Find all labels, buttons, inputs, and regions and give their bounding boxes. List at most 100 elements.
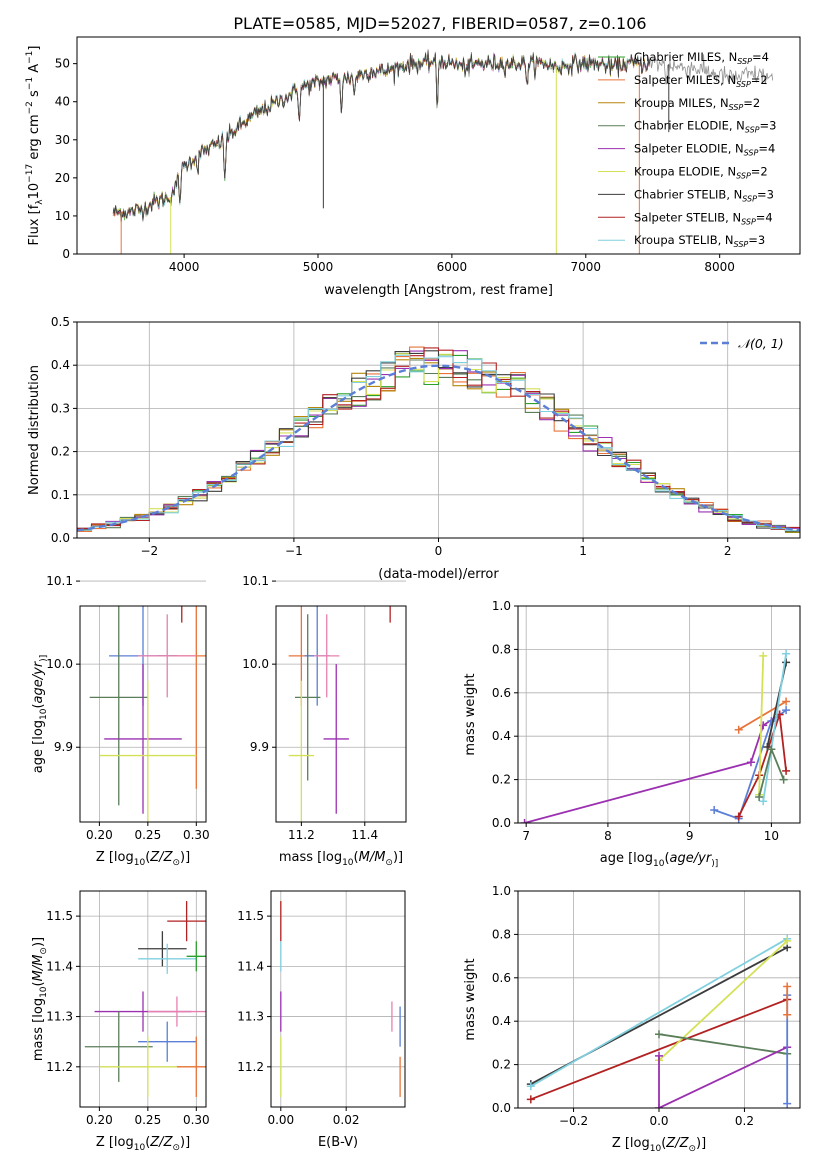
weight-marker [783,982,792,991]
y-tick-label: 9.9 [250,740,269,754]
legend-suffix: =2 [751,73,768,87]
plot-content [89,606,206,822]
x-axis-label-part: Z/Z [149,1135,173,1150]
x-axis-label-part: 10 [342,858,354,868]
y-tick-label: 0.0 [51,531,70,545]
plot-area [271,891,405,1107]
y-tick-label: 0.8 [492,927,511,941]
y-tick-label: 0.1 [51,488,70,502]
weight-marker [759,797,768,806]
x-axis-label-part: )] [180,850,190,865]
y-axis-label: Normed distribution [27,365,42,495]
x-axis-label: Z [log10(Z/Z⊙)] [96,850,190,868]
y-axis-label-part: 10 [39,708,49,720]
x-axis-label: age [log10(age/yr)] [600,851,718,869]
x-axis-label-part: 10 [134,858,146,868]
x-tick-label: −0.2 [559,1114,588,1128]
legend-sub: SSP [729,103,744,112]
x-tick-label: 0.20 [86,828,113,842]
x-axis-label-part: 10 [653,859,665,869]
y-axis-label-part: )] [39,655,49,662]
x-axis-label-part: mass [log [279,850,342,865]
legend-entry: 𝒩(0, 1) [738,336,784,351]
x-tick-label: 0.30 [183,1113,210,1127]
legend-sub: SSP [741,217,756,226]
y-tick-label: 11.3 [46,1010,73,1024]
legend-entry: Kroupa STELIB, NSSP=3 [634,233,765,249]
weight-marker [526,1082,535,1091]
x-axis-label-part: ( [354,850,359,865]
x-axis-label-part: ⊙ [688,1144,696,1154]
x-axis-label-part: ⊙ [172,858,180,868]
y-tick-label: 0.2 [51,445,70,459]
weight-marker [520,819,529,823]
weight-series-line [530,937,788,1088]
x-tick-label: 0.30 [183,828,210,842]
y-tick-label: 30 [55,133,70,147]
y-tick-label: 40 [55,95,70,109]
x-tick-label: 0.02 [333,1113,360,1127]
x-axis-label-part: ( [664,851,669,866]
y-axis-label-part: ] [27,46,42,51]
weight-marker [779,775,788,784]
weight-marker [783,936,792,945]
legend-name: Salpeter MILES, N [634,73,736,87]
x-axis-label-part: ⊙ [172,1143,180,1153]
x-tick-label: 0.25 [134,828,161,842]
x-axis-label-part: Z [log [612,1136,650,1151]
weight-series-line [658,940,788,1061]
weight-marker [759,651,768,660]
weight-marker [782,766,791,775]
x-tick-label: −2 [140,544,158,558]
x-axis-label-part: ( [145,850,150,865]
legend-sub: SSP [736,172,751,181]
legend-suffix: =4 [756,210,773,224]
x-tick-label: 9 [686,829,694,843]
x-axis-label-part: ( [661,1136,666,1151]
x-axis-label-part: Z [log [96,850,134,865]
weight-series-line [762,653,787,802]
y-axis-label-part: 10 [39,986,49,998]
plot-content [520,649,791,823]
figure-title: PLATE=0585, MJD=52027, FIBERID=0587, z=0… [233,14,646,33]
legend-sub: SSP [744,149,759,158]
legend-entry: Salpeter MILES, NSSP=2 [634,73,768,89]
normal-curve [77,364,800,532]
x-axis-label-part: M/M [359,850,386,865]
y-axis-label: mass [log10(M/M⊙)] [31,937,49,1061]
x-axis-label-part: 10 [134,1143,146,1153]
weight-marker [782,658,791,667]
y-tick-label: 11.3 [237,1010,264,1024]
y-tick-label: 11.4 [237,959,264,973]
legend-entry: Kroupa ELODIE, NSSP=2 [634,165,768,181]
legend-entry: Chabrier STELIB, NSSP=3 [634,187,774,203]
y-tick-label: 10.1 [242,574,269,588]
weight-series-line [658,1033,788,1055]
x-tick-label: −1 [285,544,303,558]
x-axis-label-part: Z [log [96,1135,134,1150]
plot-spectrum: 4000 5000 6000 7000 8000 0 10 20 30 40 50 wavelengt… [25,36,801,298]
weight-series-line [737,714,787,817]
x-axis-label-part: ( [145,1135,150,1150]
x-tick-label: 7000 [571,260,602,274]
y-tick-label: 1.0 [492,884,511,898]
weight-series-line [758,655,765,795]
y-tick-label: 9.9 [54,740,73,754]
legend-suffix: =3 [757,187,774,201]
y-tick-label: 20 [55,171,70,185]
y-axis-label-part: age [log [31,720,46,773]
x-axis-label: wavelength [Angstrom, rest frame] [324,283,553,298]
y-tick-label: 0.8 [492,642,511,656]
y-tick-label: 0.2 [492,1058,511,1072]
legend-suffix: =2 [743,96,760,110]
weight-marker [783,1010,792,1019]
y-tick-label: 1.0 [492,599,511,613]
legend-suffix: =3 [748,233,765,247]
x-axis-label: E(B-V) [318,1135,358,1150]
x-axis-label-part: age [log [600,851,653,866]
plot-frame [517,605,801,824]
weight-marker [783,1099,792,1108]
y-tick-label: 11.5 [237,909,264,923]
